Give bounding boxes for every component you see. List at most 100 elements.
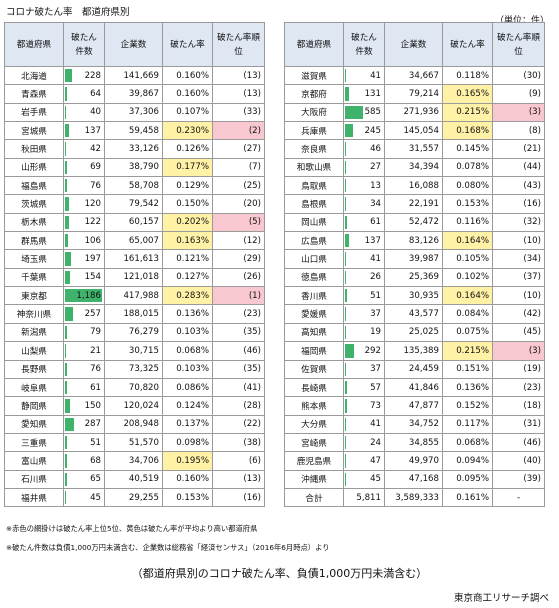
cases-value: 21	[90, 345, 101, 356]
cell-rate: 0.136%	[442, 377, 493, 398]
cases-bar	[65, 399, 70, 413]
cell-rate: 0.102%	[442, 267, 493, 288]
cases-bar	[65, 454, 68, 468]
cell-rate: 0.084%	[442, 304, 493, 324]
cell-rate: 0.080%	[442, 176, 493, 196]
cell-rate: 0.202%	[162, 212, 213, 233]
table-row: 滋賀県 41 34,667 0.118% (30)	[284, 65, 545, 86]
cell-companies: 141,669	[104, 65, 163, 86]
cell-rate: 0.124%	[162, 396, 213, 416]
cell-cases: 45	[63, 487, 105, 508]
cases-bar	[65, 252, 72, 266]
table-row: 宮崎県 24 34,855 0.068% (46)	[284, 432, 545, 453]
cell-rate: 0.103%	[162, 322, 213, 343]
cases-value: 287	[84, 419, 101, 430]
cell-rank: (6)	[212, 451, 265, 471]
header-prefecture: 都道府県	[284, 22, 344, 67]
header-companies: 企業数	[104, 22, 163, 67]
cell-cases: 46	[343, 139, 385, 159]
cell-rate: 0.168%	[442, 121, 493, 141]
cell-cases: 79	[63, 322, 105, 343]
cell-companies: 24,459	[384, 359, 443, 379]
cell-prefecture: 茨城県	[4, 194, 64, 214]
cell-rate: 0.129%	[162, 176, 213, 196]
cell-prefecture: 栃木県	[4, 212, 64, 233]
cell-rate: 0.118%	[442, 65, 493, 86]
cell-companies: 58,708	[104, 176, 163, 196]
cases-bar	[65, 87, 67, 101]
cases-value: 79	[90, 327, 101, 338]
cell-cases: 137	[343, 231, 385, 251]
cell-companies: 40,519	[104, 469, 163, 489]
table-row: 富山県 68 34,706 0.195% (6)	[4, 451, 265, 471]
cell-rank: (9)	[492, 84, 545, 104]
table-row: 三重県 51 51,570 0.098% (38)	[4, 432, 265, 453]
cases-bar	[345, 325, 346, 340]
cases-value: 61	[90, 382, 101, 393]
cell-rate: 0.145%	[442, 139, 493, 159]
table-row: 徳島県 26 25,369 0.102% (37)	[284, 267, 545, 288]
cell-rank: (2)	[212, 121, 265, 141]
cases-value: 120	[84, 199, 101, 210]
cases-value: 137	[84, 125, 101, 136]
cell-rate: 0.103%	[162, 359, 213, 379]
table-row: 千葉県 154 121,018 0.127% (26)	[4, 267, 265, 288]
table-row: 愛知県 287 208,948 0.137% (22)	[4, 414, 265, 434]
cell-prefecture: 長野県	[4, 359, 64, 379]
cases-value: 41	[370, 70, 381, 81]
cell-prefecture: 香川県	[284, 286, 344, 306]
cases-value: 585	[364, 107, 381, 118]
table-row: 長崎県 57 41,846 0.136% (23)	[284, 377, 545, 398]
cell-prefecture: 合計	[284, 487, 344, 508]
cell-companies: 271,936	[384, 102, 443, 123]
cell-companies: 22,191	[384, 194, 443, 214]
cell-rate: 0.283%	[162, 286, 213, 306]
cell-companies: 73,325	[104, 359, 163, 379]
cell-cases: 64	[63, 84, 105, 104]
cell-companies: 79,214	[384, 84, 443, 104]
cell-cases: 57	[343, 377, 385, 398]
cases-value: 228	[84, 70, 101, 81]
cell-rate: 0.153%	[162, 487, 213, 508]
cell-rank: (31)	[492, 414, 545, 434]
table-row: 沖縄県 45 47,168 0.095% (39)	[284, 469, 545, 489]
table-row: 香川県 51 30,935 0.164% (10)	[284, 286, 545, 306]
cases-bar	[65, 197, 69, 211]
cell-companies: 29,255	[104, 487, 163, 508]
cases-bar	[65, 417, 74, 431]
cell-prefecture: 宮崎県	[284, 432, 344, 453]
cases-value: 41	[370, 254, 381, 265]
cases-value: 19	[370, 327, 381, 338]
cases-value: 69	[90, 162, 101, 173]
cell-rank: (30)	[492, 65, 545, 86]
cases-bar	[345, 252, 347, 266]
cell-prefecture: 東京都	[4, 286, 64, 306]
header-cases: 破たん件数	[63, 22, 105, 67]
cell-companies: 121,018	[104, 267, 163, 288]
cell-rate: 0.137%	[162, 414, 213, 434]
cases-bar	[345, 380, 347, 395]
table-row: 静岡県 150 120,024 0.124% (28)	[4, 396, 265, 416]
cases-bar	[345, 160, 346, 175]
cell-rate: 0.153%	[442, 194, 493, 214]
cases-bar	[65, 270, 70, 285]
cell-rate: 0.160%	[162, 84, 213, 104]
cell-companies: 34,394	[384, 157, 443, 178]
cell-companies: 120,024	[104, 396, 163, 416]
cell-cases: 40	[63, 102, 105, 123]
table-row: 秋田県 42 33,126 0.126% (27)	[4, 139, 265, 159]
cell-cases: 13	[343, 176, 385, 196]
cell-companies: 70,820	[104, 377, 163, 398]
cell-rate: 0.116%	[442, 212, 493, 233]
cell-rate: 0.086%	[162, 377, 213, 398]
table-row: 栃木県 122 60,157 0.202% (5)	[4, 212, 265, 233]
cell-cases: 292	[343, 341, 385, 361]
cases-value: 5,811	[356, 492, 381, 503]
prefecture-table-left: 都道府県 破たん件数 企業数 破たん率 破たん率順位 北海道 228 141,669…	[4, 22, 265, 508]
cell-prefecture: 島根県	[284, 194, 344, 214]
table-row: 福島県 76 58,708 0.129% (25)	[4, 176, 265, 196]
table-row: 鳥取県 13 16,088 0.080% (43)	[284, 176, 545, 196]
cell-cases: 41	[343, 414, 385, 434]
table-row: 岐阜県 61 70,820 0.086% (41)	[4, 377, 265, 398]
cell-cases: 41	[343, 249, 385, 269]
